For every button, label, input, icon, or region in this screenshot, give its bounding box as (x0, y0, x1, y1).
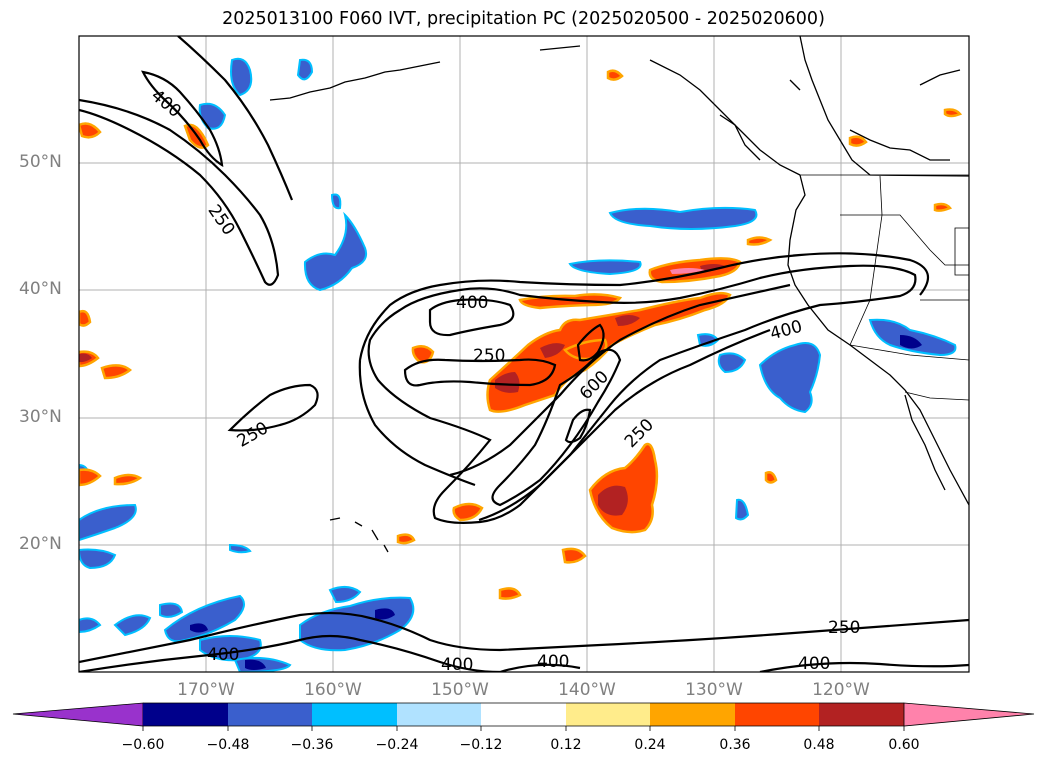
colorbar-tick: −0.24 (375, 737, 419, 753)
colorbar-tick: −0.60 (121, 737, 165, 753)
lat-label-50n: 50°N (19, 152, 62, 172)
colorbar-bin (566, 703, 650, 726)
lon-label-120w: 120°W (812, 680, 870, 700)
colorbar-tick: 0.24 (634, 737, 666, 753)
contour-label-400-center: 400 (456, 293, 488, 313)
coastlines (269, 36, 969, 553)
lon-label-160w: 160°W (304, 680, 362, 700)
contour-label-400-se: 400 (798, 654, 830, 674)
colorbar-tick: −0.48 (206, 737, 250, 753)
lat-label-20n: 20°N (19, 534, 62, 554)
colorbar-tick: 0.48 (803, 737, 835, 753)
colorbar-extend-low (12, 702, 144, 727)
contour-label-250-nw: 250 (204, 201, 239, 239)
contour-label-400-s2: 400 (537, 652, 569, 672)
lat-label-40n: 40°N (19, 279, 62, 299)
ivt-contours (79, 36, 969, 672)
map-frame (78, 35, 970, 673)
lon-label-130w: 130°W (685, 680, 743, 700)
contour-label-400-coast: 400 (768, 317, 805, 345)
contour-label-250-se: 250 (828, 618, 860, 638)
colorbar-bin (397, 703, 481, 726)
borders (800, 174, 969, 401)
contour-label-250-center: 250 (473, 346, 505, 366)
colorbar-bin (481, 703, 566, 726)
map-title: 2025013100 F060 IVT, precipitation PC (2… (222, 9, 825, 29)
colorbar-bin (228, 703, 312, 726)
lon-label-150w: 150°W (431, 680, 489, 700)
colorbar-tick: −0.12 (459, 737, 503, 753)
contour-label-400-sw: 400 (207, 645, 239, 665)
lon-label-140w: 140°W (558, 680, 616, 700)
negative-anomaly-regions (79, 57, 957, 672)
colorbar-tick: 0.12 (550, 737, 582, 753)
colorbar (12, 702, 1035, 731)
colorbar-tick: −0.36 (290, 737, 334, 753)
colorbar-extend-high (903, 702, 1035, 727)
contour-label-250-west: 250 (234, 418, 272, 452)
colorbar-bin (312, 703, 397, 726)
lon-label-170w: 170°W (177, 680, 235, 700)
lat-label-30n: 30°N (19, 407, 62, 427)
colorbar-bin (143, 703, 228, 726)
contour-label-400-s1: 400 (441, 655, 473, 675)
colorbar-bin (819, 703, 904, 726)
positive-anomaly-regions (79, 69, 963, 600)
colorbar-tick: 0.60 (888, 737, 920, 753)
colorbar-tick: 0.36 (719, 737, 751, 753)
colorbar-bin (650, 703, 735, 726)
colorbar-bin (735, 703, 819, 726)
map-area: 400 250 400 250 600 250 400 250 400 400 … (79, 36, 969, 675)
